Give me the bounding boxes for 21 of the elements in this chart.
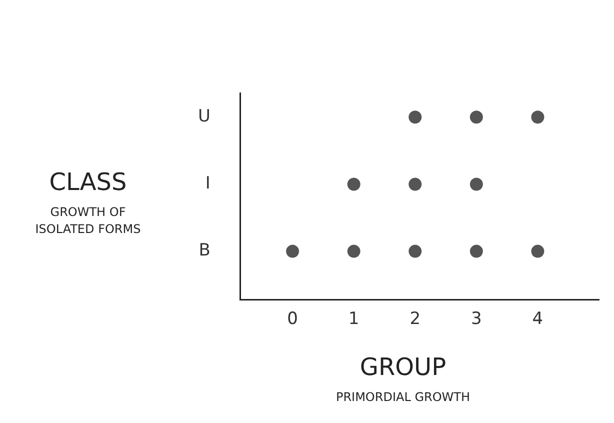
point: [531, 110, 544, 124]
point: [408, 178, 422, 191]
point: [347, 178, 360, 191]
y-tick-label: U: [198, 106, 210, 127]
x-tick-label: 3: [471, 309, 482, 330]
point: [470, 110, 483, 124]
point: [408, 110, 422, 124]
x-tick-label: 4: [532, 309, 544, 330]
x-axis-title: GROUP PRIMORDIAL GROWTH: [334, 353, 472, 406]
point: [470, 244, 483, 258]
point: [347, 244, 360, 258]
y-tick-label: I: [205, 174, 210, 194]
x-tick-label: 0: [287, 309, 298, 330]
point: [470, 178, 483, 191]
point: [286, 244, 300, 258]
x-tick-label: 1: [348, 309, 360, 330]
x-tick-label: 2: [410, 309, 421, 330]
y-axis-title: CLASS GROWTH OF ISOLATED FORMS: [34, 168, 142, 238]
point: [408, 244, 422, 258]
point: [531, 244, 544, 258]
y-tick-label: B: [198, 240, 210, 261]
